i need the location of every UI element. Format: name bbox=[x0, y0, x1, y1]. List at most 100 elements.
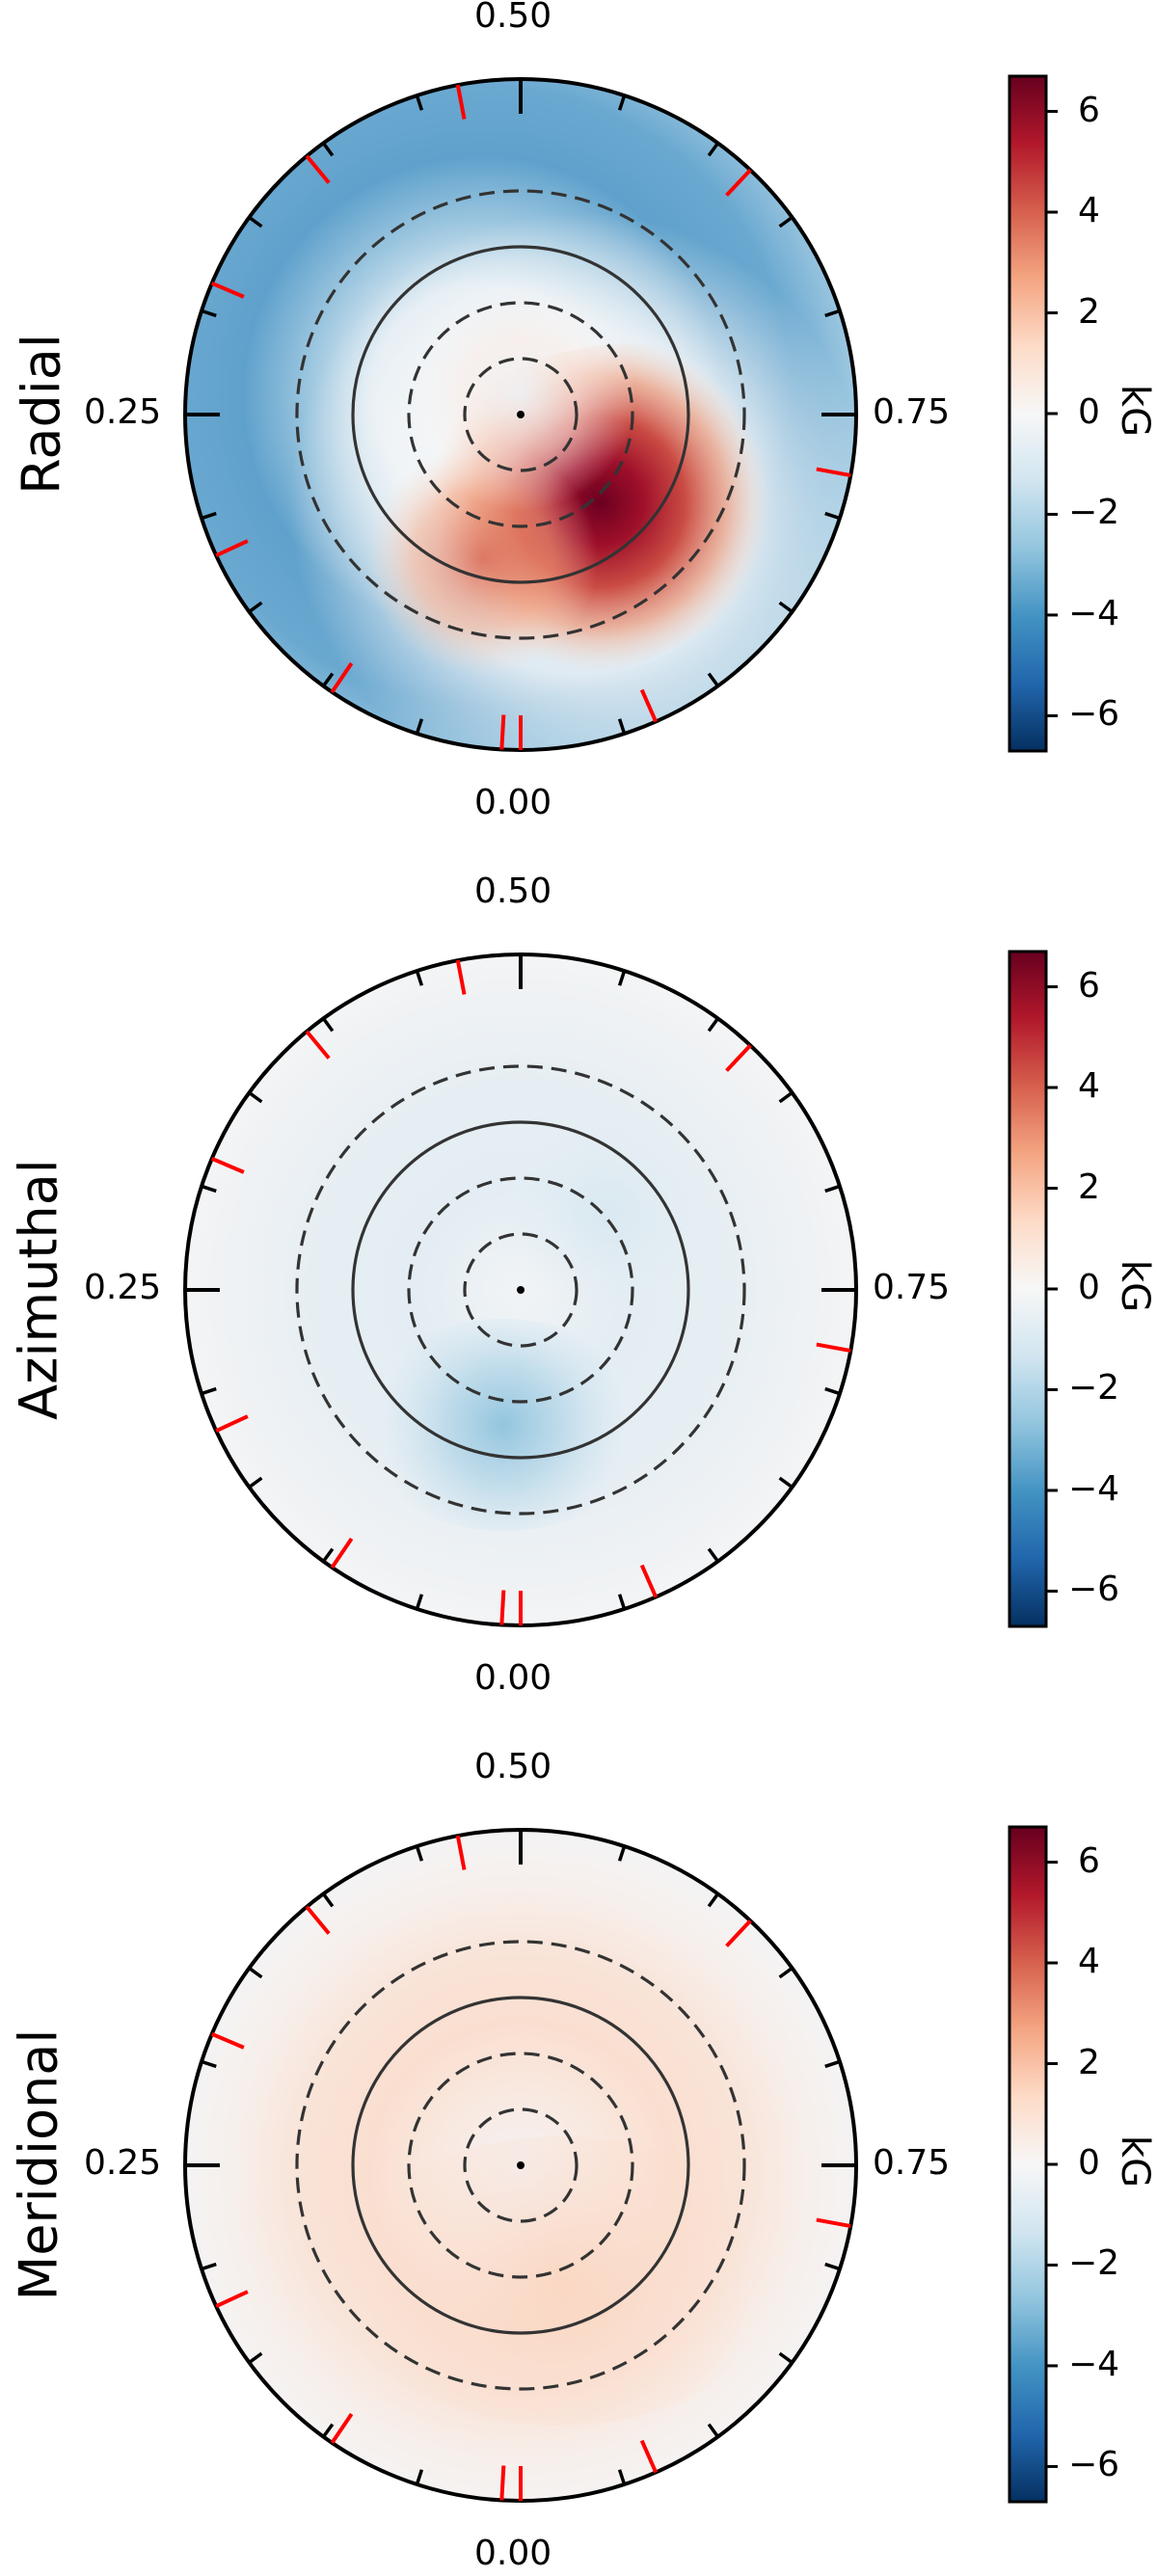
colorbar-tick-label: 0 bbox=[1078, 392, 1100, 432]
colorbar-tick-label: −6 bbox=[1068, 1570, 1120, 1610]
minor-phase-tick bbox=[201, 2262, 217, 2271]
colorbar bbox=[1008, 74, 1048, 753]
minor-phase-tick bbox=[415, 970, 424, 986]
latitude-circle bbox=[351, 245, 690, 584]
observed-phase-tick bbox=[305, 154, 331, 184]
observed-phase-tick bbox=[816, 2217, 851, 2229]
row-label-meridional: Meridional bbox=[8, 2028, 69, 2301]
latitude-circle bbox=[295, 1940, 746, 2391]
minor-phase-tick bbox=[201, 309, 217, 318]
minor-phase-tick bbox=[707, 1892, 719, 1908]
observed-phase-tick bbox=[455, 959, 467, 995]
colorbar-tick-label: 6 bbox=[1078, 1840, 1100, 1881]
pole-dot bbox=[517, 2161, 525, 2169]
minor-phase-tick bbox=[322, 142, 335, 157]
minor-phase-tick bbox=[707, 2423, 719, 2438]
colorbar-tick-label: 4 bbox=[1078, 191, 1100, 231]
minor-phase-tick bbox=[824, 2059, 841, 2069]
observed-phase-tick bbox=[639, 1564, 659, 1598]
minor-phase-tick bbox=[778, 601, 794, 613]
observed-phase-tick bbox=[305, 1030, 331, 1060]
row-label-radial: Radial bbox=[11, 334, 72, 495]
minor-phase-tick bbox=[322, 1017, 335, 1033]
colorbar-tick-label: 6 bbox=[1078, 965, 1100, 1006]
phase-label-bottom: 0.00 bbox=[474, 1658, 552, 1698]
minor-phase-tick bbox=[778, 216, 794, 228]
minor-phase-tick bbox=[824, 1386, 841, 1396]
minor-phase-tick bbox=[322, 2423, 335, 2438]
latitude-circle bbox=[351, 1120, 690, 1460]
observed-phase-tick bbox=[210, 1156, 245, 1174]
observed-phase-tick bbox=[210, 281, 245, 299]
minor-phase-tick bbox=[778, 1091, 794, 1104]
minor-phase-tick bbox=[617, 1594, 627, 1610]
minor-phase-tick bbox=[322, 1892, 335, 1908]
observed-phase-tick bbox=[330, 661, 354, 693]
observed-phase-tick bbox=[639, 2439, 659, 2474]
colorbar-tick-label: 4 bbox=[1078, 1066, 1100, 1107]
observed-phase-tick bbox=[210, 2031, 245, 2050]
colorbar-tick-label: −4 bbox=[1068, 2344, 1120, 2384]
observed-phase-tick bbox=[455, 1835, 467, 1870]
latitude-circle bbox=[407, 301, 634, 528]
minor-phase-tick bbox=[415, 718, 424, 735]
observed-phase-tick bbox=[215, 1414, 249, 1434]
minor-phase-tick bbox=[248, 2351, 263, 2364]
colorbar-tick-label: 4 bbox=[1078, 1942, 1100, 1982]
minor-phase-tick bbox=[824, 511, 841, 521]
colorbar-unit-label: kG bbox=[1113, 2134, 1157, 2188]
latitude-circle bbox=[463, 2107, 578, 2223]
observed-phase-tick bbox=[215, 539, 249, 558]
latitude-circle bbox=[463, 357, 578, 472]
phase-label-bottom: 0.00 bbox=[474, 783, 552, 822]
colorbar-tick-label: 6 bbox=[1078, 90, 1100, 130]
observed-phase-tick bbox=[305, 1905, 331, 1935]
pole-dot bbox=[517, 1286, 525, 1294]
colorbar-tick-label: 2 bbox=[1078, 291, 1100, 332]
minor-phase-tick bbox=[415, 2469, 424, 2485]
colorbar-tick-label: −2 bbox=[1068, 2243, 1120, 2284]
minor-phase-tick bbox=[248, 216, 263, 228]
minor-phase-tick bbox=[415, 1594, 424, 1610]
minor-phase-tick bbox=[824, 2262, 841, 2271]
colorbar-unit-label: kG bbox=[1113, 1259, 1157, 1313]
minor-phase-tick bbox=[248, 1967, 263, 1979]
phase-label-top: 0.50 bbox=[474, 872, 552, 911]
observed-phase-tick bbox=[499, 2465, 506, 2501]
minor-phase-tick bbox=[707, 142, 719, 157]
colorbar-tick-label: −4 bbox=[1068, 593, 1120, 633]
colorbar-tick-label: −2 bbox=[1068, 1368, 1120, 1409]
colorbar-tick-label: −2 bbox=[1068, 493, 1120, 533]
minor-phase-tick bbox=[824, 1184, 841, 1194]
phase-label-right: 0.75 bbox=[873, 2143, 951, 2183]
observed-phase-tick bbox=[816, 1342, 851, 1354]
latitude-circle bbox=[407, 1176, 634, 1404]
minor-phase-tick bbox=[248, 1476, 263, 1489]
colorbar-tick-label: 2 bbox=[1078, 2042, 1100, 2082]
observed-phase-tick bbox=[215, 2290, 249, 2309]
minor-phase-tick bbox=[778, 1476, 794, 1489]
latitude-circle bbox=[295, 1064, 746, 1516]
colorbar bbox=[1008, 950, 1048, 1628]
phase-label-top: 0.50 bbox=[474, 1747, 552, 1786]
minor-phase-tick bbox=[617, 94, 627, 111]
minor-phase-tick bbox=[617, 970, 627, 986]
colorbar-unit-label: kG bbox=[1113, 384, 1157, 438]
colorbar-tick-label: 2 bbox=[1078, 1167, 1100, 1207]
colorbar bbox=[1008, 1825, 1048, 2504]
minor-phase-tick bbox=[201, 1386, 217, 1396]
minor-phase-tick bbox=[322, 1547, 335, 1563]
minor-phase-tick bbox=[707, 672, 719, 687]
minor-phase-tick bbox=[201, 511, 217, 521]
phase-label-left: 0.25 bbox=[84, 1268, 162, 1307]
minor-phase-tick bbox=[707, 1017, 719, 1033]
observed-phase-tick bbox=[725, 1043, 752, 1072]
minor-phase-tick bbox=[415, 1845, 424, 1862]
phase-label-top: 0.50 bbox=[474, 0, 552, 36]
observed-phase-tick bbox=[499, 714, 506, 750]
minor-phase-tick bbox=[707, 1547, 719, 1563]
minor-phase-tick bbox=[824, 309, 841, 318]
minor-phase-tick bbox=[778, 2351, 794, 2364]
latitude-circle bbox=[463, 1232, 578, 1348]
